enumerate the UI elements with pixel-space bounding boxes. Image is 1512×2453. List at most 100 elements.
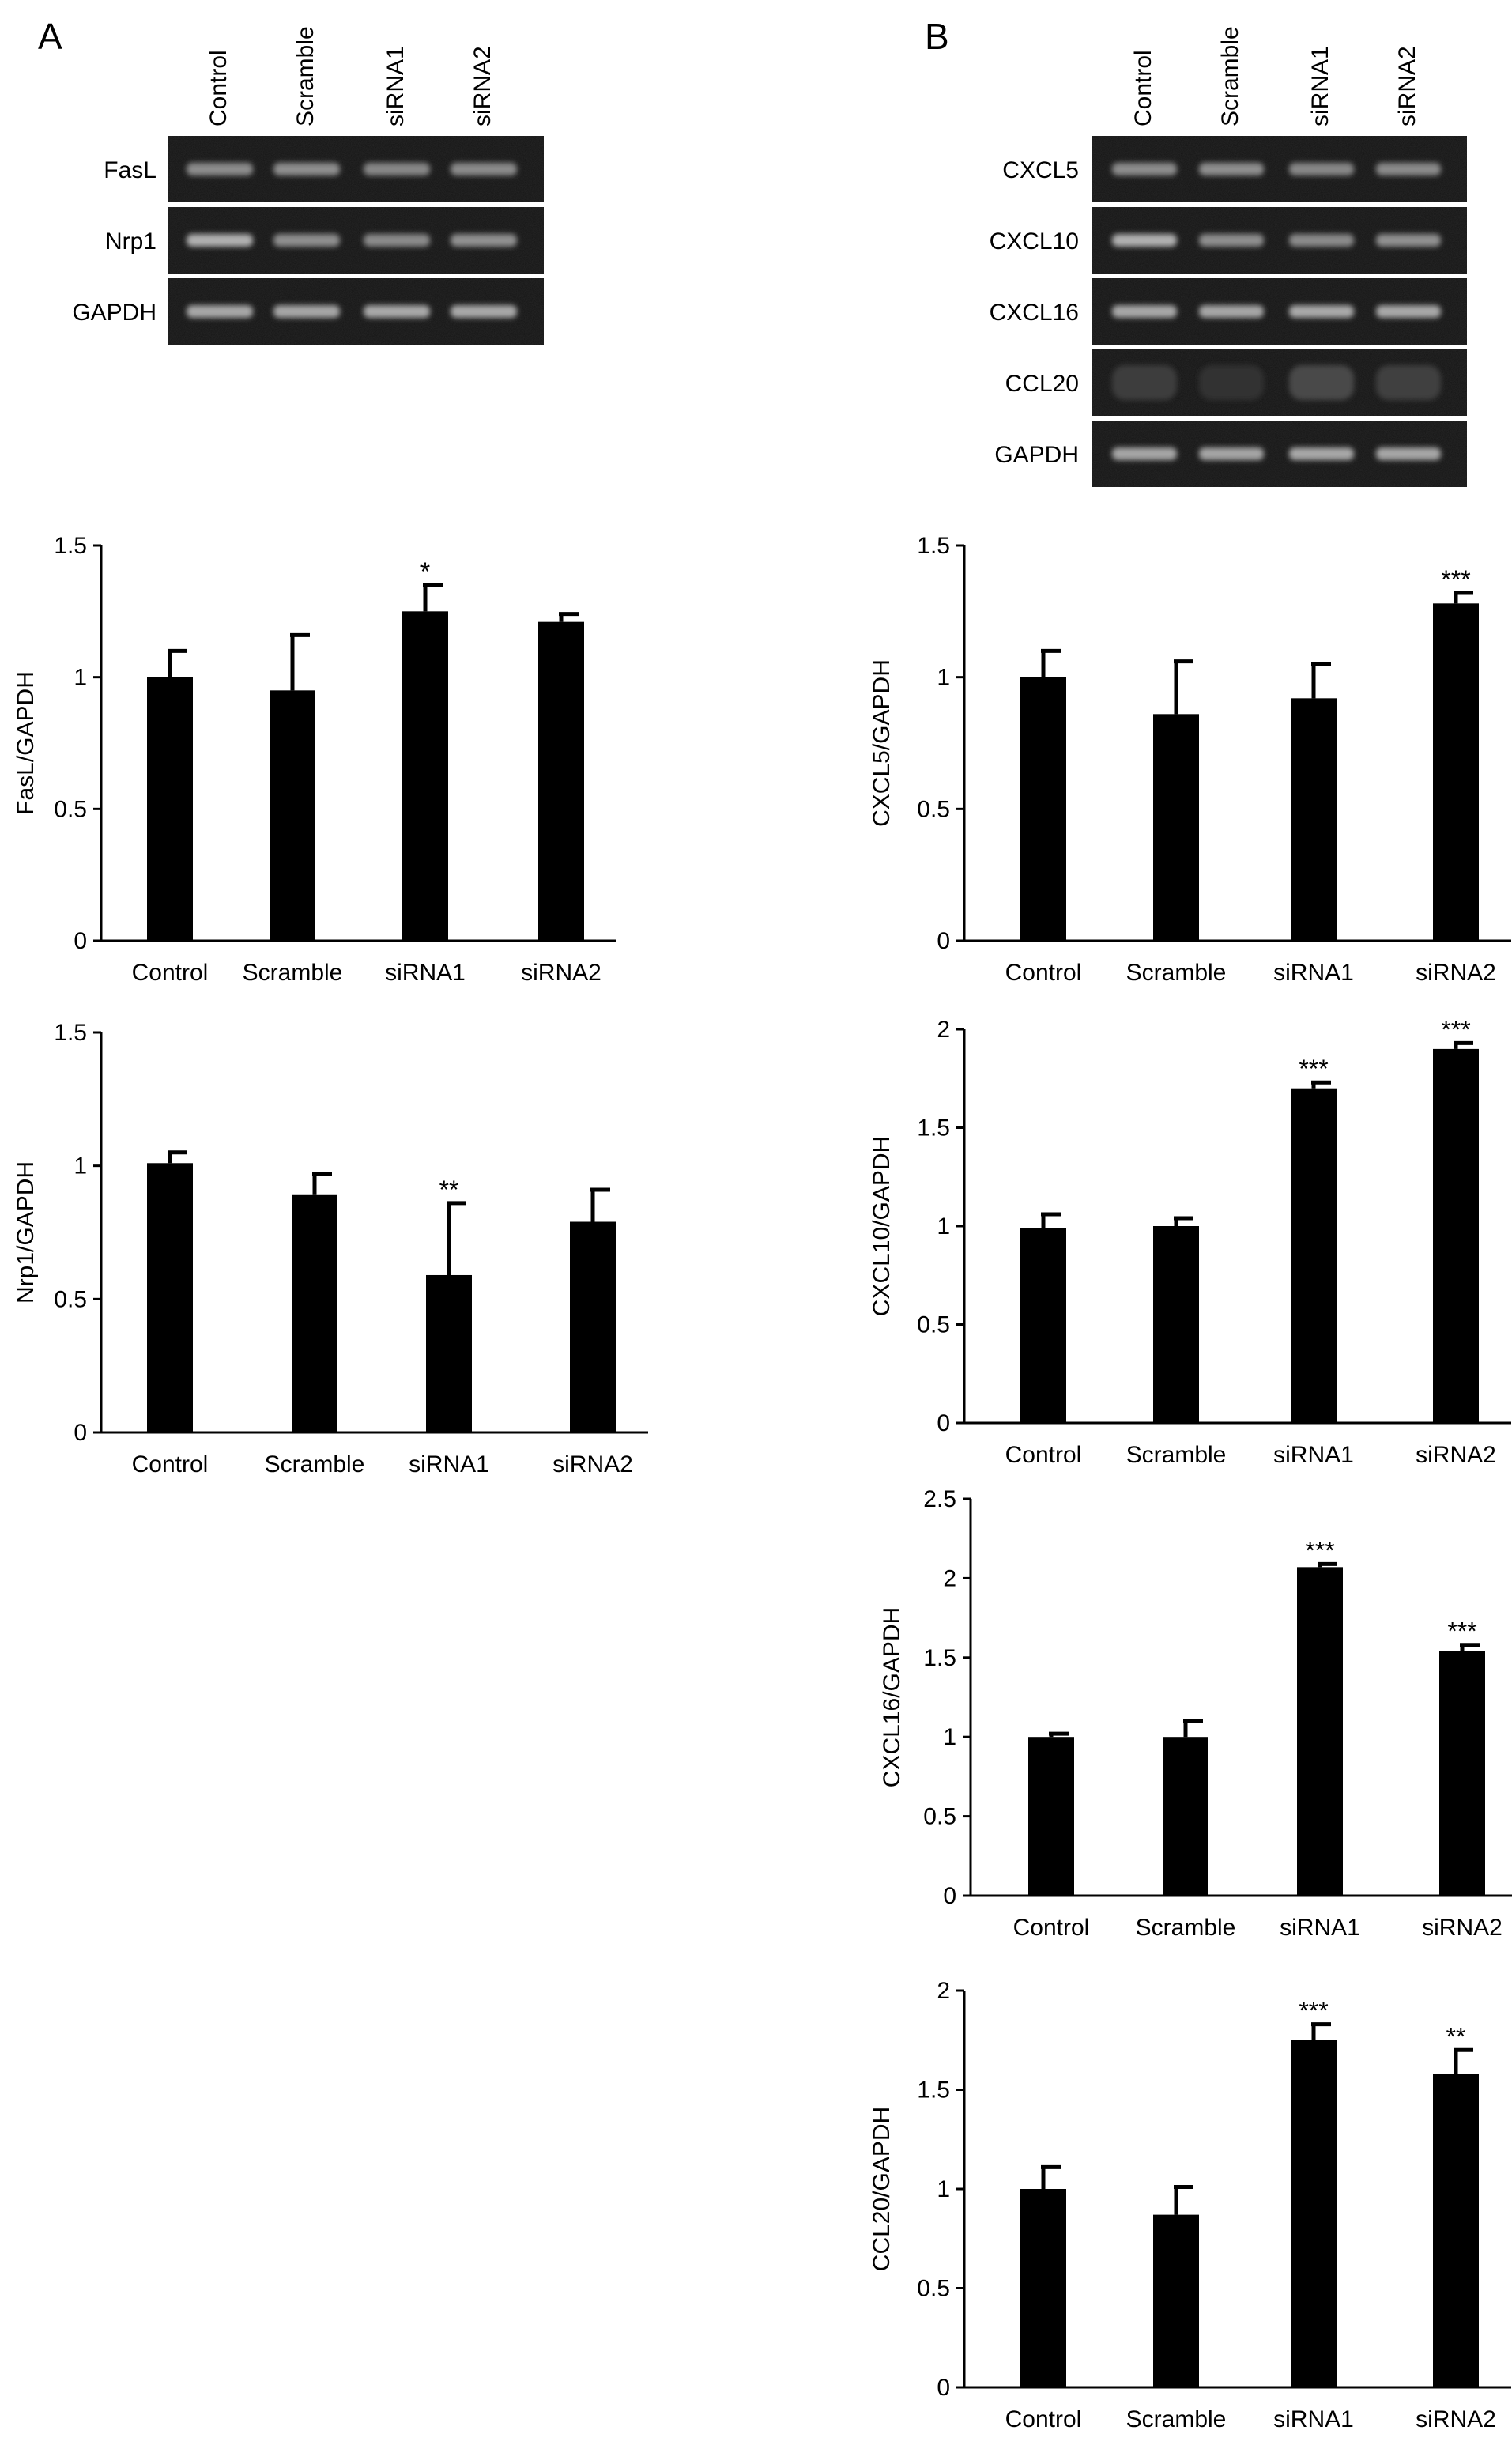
gel-band (1112, 234, 1177, 247)
bar-sirna1 (1291, 2040, 1337, 2387)
significance-label: *** (1447, 1617, 1476, 1646)
gel-band (1376, 163, 1441, 175)
y-tick-label: 1.5 (923, 1645, 956, 1671)
x-tick-label: Scramble (243, 960, 343, 986)
bar-control (147, 1163, 193, 1432)
x-tick-label: Scramble (1126, 960, 1227, 986)
y-tick-label: 2.5 (923, 1486, 956, 1512)
bar-scramble (1153, 714, 1199, 941)
y-axis-label: CXCL16/GAPDH (879, 1607, 905, 1787)
blot-lane-label: siRNA1 (383, 46, 409, 126)
gel-band (1199, 163, 1264, 175)
y-tick-label: 1.5 (917, 1115, 950, 1142)
blot-row-label: CXCL10 (990, 228, 1079, 255)
bar-chart-fasl-gapdh: 0 0.5 1 1.5 FasL/GAPDH Control Scramble * siRNA1… (13, 533, 616, 986)
y-axis-label: CXCL5/GAPDH (869, 659, 895, 827)
y-tick-label: 0 (943, 1883, 956, 1909)
blot-lane-label: siRNA1 (1307, 46, 1333, 126)
bar-scramble (1163, 1737, 1208, 1896)
x-tick-label: siRNA1 (385, 960, 466, 986)
y-tick-label: 2 (937, 1978, 950, 2004)
bar-scramble (292, 1194, 337, 1432)
gel-band (1112, 365, 1177, 400)
y-tick-label: 0 (937, 1410, 950, 1436)
blot-row-label: GAPDH (72, 300, 156, 326)
gel-band (1289, 234, 1354, 247)
blot-lane-label: Scramble (1217, 26, 1243, 126)
x-tick-label: Control (1005, 960, 1082, 986)
blot-row-label: FasL (104, 157, 156, 183)
gel-blot-b: Control Scramble siRNA1 siRNA2 CXCL5 CXCL10 CX… (990, 26, 1467, 487)
y-tick-label: 1.5 (54, 1020, 87, 1046)
gel-band (1376, 305, 1441, 318)
x-tick-label: siRNA1 (1273, 1442, 1354, 1468)
y-axis-label: CCL20/GAPDH (869, 2107, 895, 2271)
panel-letter-b: B (925, 16, 949, 57)
gel-band (273, 163, 340, 175)
y-tick-label: 1 (937, 1213, 950, 1240)
x-tick-label: siRNA1 (1273, 2406, 1354, 2432)
x-tick-label: siRNA2 (1416, 960, 1496, 986)
x-tick-label: siRNA1 (1273, 960, 1354, 986)
y-tick-label: 0 (937, 928, 950, 954)
gel-band (1376, 365, 1441, 400)
gel-band (187, 305, 253, 318)
bar-sirna2 (1439, 1651, 1485, 1896)
bar-sirna2 (1433, 603, 1479, 941)
blot-row-label: CXCL5 (1002, 157, 1079, 183)
bar-sirna2 (538, 621, 584, 941)
x-tick-label: siRNA1 (1280, 1915, 1360, 1941)
bar-chart-cxcl5-gapdh: 0 0.5 1 1.5 CXCL5/GAPDH Control Scramble siRNA1… (869, 533, 1511, 986)
x-tick-label: Control (1005, 2406, 1082, 2432)
x-tick-label: Control (1005, 1442, 1082, 1468)
y-tick-label: 1 (74, 1153, 87, 1179)
y-tick-label: 0.5 (54, 1286, 87, 1312)
x-tick-label: siRNA2 (1416, 2406, 1496, 2432)
blot-lane-label: Control (1130, 50, 1156, 126)
x-tick-label: siRNA2 (552, 1451, 633, 1477)
blot-lane-label: Scramble (292, 26, 319, 126)
bar-sirna2 (1433, 1048, 1479, 1423)
bar-chart-ccl20-gapdh: 0 0.5 1 1.5 2 CCL20/GAPDH Control Scramble *** si… (869, 1978, 1511, 2432)
panel-letter-a: A (38, 16, 62, 57)
gel-band (1199, 365, 1264, 400)
bar-sirna2 (570, 1221, 616, 1432)
gel-band (1376, 234, 1441, 247)
y-tick-label: 2 (937, 1017, 950, 1043)
y-tick-label: 0 (74, 1420, 87, 1446)
y-tick-label: 1 (943, 1724, 956, 1750)
y-axis-label: FasL/GAPDH (13, 671, 39, 815)
significance-label: *** (1441, 1015, 1470, 1043)
y-tick-label: 0 (937, 2375, 950, 2401)
blot-lane-label: siRNA2 (1394, 46, 1420, 126)
bar-control (147, 677, 193, 941)
y-tick-label: 0.5 (917, 1312, 950, 1338)
bar-charts: 0 0.5 1 1.5 FasL/GAPDH Control Scramble * siRNA1… (13, 533, 1512, 2432)
significance-label: ** (439, 1176, 459, 1204)
significance-label: * (420, 557, 430, 586)
bar-chart-cxcl16-gapdh: 0 0.5 1 1.5 2 2.5 CXCL16/GAPDH Control Scramble *… (879, 1486, 1512, 1941)
bar-sirna2 (1433, 2074, 1479, 2387)
bar-control (1028, 1737, 1074, 1896)
gel-band (364, 305, 430, 318)
y-tick-label: 1 (937, 2176, 950, 2202)
gel-band (1112, 305, 1177, 318)
gel-band (451, 234, 517, 247)
blot-row-label: GAPDH (994, 442, 1079, 468)
y-tick-label: 0.5 (917, 2276, 950, 2302)
gel-band (1199, 234, 1264, 247)
significance-label: *** (1299, 1997, 1328, 2025)
x-tick-label: siRNA2 (1422, 1915, 1503, 1941)
y-tick-label: 0 (74, 928, 87, 954)
y-tick-label: 1.5 (917, 2078, 950, 2104)
bar-chart-nrp1-gapdh: 0 0.5 1 1.5 Nrp1/GAPDH Control Scramble ** siRNA… (13, 1020, 648, 1477)
x-tick-label: Scramble (1126, 1442, 1227, 1468)
blot-lane-label: Control (205, 50, 232, 126)
bar-chart-cxcl10-gapdh: 0 0.5 1 1.5 2 CXCL10/GAPDH Control Scramble *** s… (869, 1015, 1511, 1468)
gel-band (1112, 163, 1177, 175)
x-tick-label: Scramble (265, 1451, 365, 1477)
significance-label: *** (1299, 1055, 1328, 1083)
y-tick-label: 1.5 (917, 533, 950, 559)
gel-band (187, 163, 253, 175)
